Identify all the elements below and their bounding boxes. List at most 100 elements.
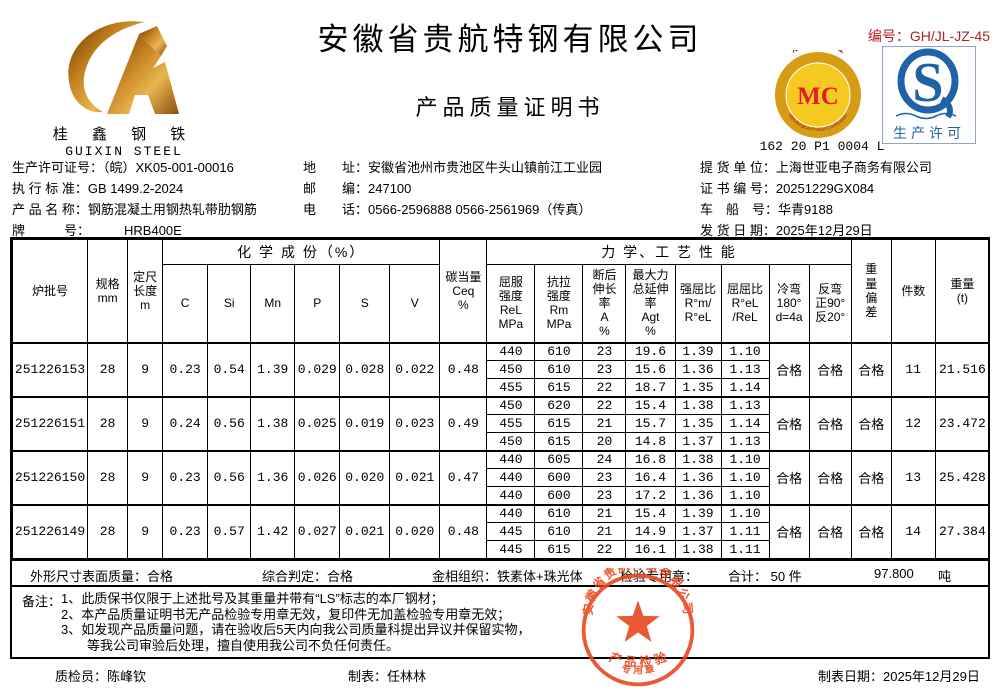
cell-chem-4: 0.028 bbox=[339, 341, 391, 397]
note-line: 3、如发现产品质量问题，请在验收后5天内向我公司质量科提出异议并保留实物， bbox=[61, 622, 531, 637]
cell-chem-2: 1.38 bbox=[250, 395, 296, 451]
cell-mech-2: 23 bbox=[582, 360, 627, 379]
cell-mech-0: 445 bbox=[486, 522, 536, 541]
cell-mech-5: 1.14 bbox=[720, 378, 770, 397]
table-row: 445 615 22 16.1 1.38 1.11 bbox=[13, 540, 990, 559]
cell-mech-0: 440 bbox=[486, 341, 536, 361]
header-spec: 规格 mm bbox=[87, 239, 129, 343]
cell-mech-3: 15.4 bbox=[625, 395, 676, 415]
cell-weight: 21.516 bbox=[934, 341, 991, 397]
cell-mech-2: 22 bbox=[582, 540, 627, 559]
header-mech-rm-rel: 强屈比 R°m/ R°eL bbox=[674, 264, 722, 343]
cell-mech-3: 18.7 bbox=[625, 378, 676, 397]
cell-mech-1: 615 bbox=[534, 432, 584, 451]
cell-chem-3: 0.029 bbox=[294, 341, 341, 397]
cell-mech-0: 440 bbox=[486, 503, 536, 523]
summary-appearance: 外形尺寸表面质量：合格 bbox=[30, 569, 174, 584]
cell-spec: 28 bbox=[87, 341, 129, 397]
cell-chem-1: 0.56 bbox=[207, 395, 252, 451]
header-chem-mn: Mn bbox=[250, 264, 296, 343]
table-row: 251226149 28 9 0.23 0.57 1.42 0.027 0.021 0.020 0… bbox=[11, 503, 991, 559]
cell-mech-3: 14.8 bbox=[625, 432, 676, 451]
cell-mech-4: 1.38 bbox=[674, 449, 722, 469]
cell-mech-5: 1.13 bbox=[720, 432, 770, 451]
cell-weight-deviation: 合格 bbox=[850, 503, 892, 559]
cell-mech-4: 1.35 bbox=[674, 378, 722, 397]
cell-spec: 28 bbox=[87, 503, 129, 559]
cell-mech-0: 450 bbox=[486, 432, 536, 451]
cell-weight: 27.384 bbox=[934, 503, 991, 559]
header-weight: 重量 (t) bbox=[934, 239, 991, 343]
cell-chem-5: 0.020 bbox=[389, 503, 441, 559]
cell-pieces: 13 bbox=[890, 449, 936, 505]
cell-mech-4: 1.38 bbox=[674, 395, 722, 415]
table-row: 440 600 23 16.4 1.36 1.10 bbox=[13, 468, 990, 487]
cell-cold-bend: 合格 bbox=[768, 395, 810, 451]
header-chem-si: Si bbox=[207, 264, 252, 343]
cell-chem-3: 0.026 bbox=[294, 449, 341, 505]
header-chem-p: P bbox=[294, 264, 341, 343]
cell-mech-4: 1.36 bbox=[674, 360, 722, 379]
notes-label: 备注： bbox=[22, 594, 62, 609]
cell-mech-1: 615 bbox=[534, 540, 584, 559]
mc-badge-icon: 冶金产品认证 Metallurgical Product Certificati… bbox=[775, 35, 861, 138]
cell-mech-2: 23 bbox=[582, 468, 627, 487]
cell-mech-2: 24 bbox=[582, 449, 627, 469]
cell-mech-4: 1.38 bbox=[674, 540, 722, 559]
cell-chem-5: 0.022 bbox=[389, 341, 441, 397]
cell-spec: 28 bbox=[87, 395, 129, 451]
cell-reverse-bend: 合格 bbox=[808, 449, 852, 505]
cell-mech-5: 1.10 bbox=[720, 486, 770, 505]
info-row-license: 生产许可证号：（皖）XK05-001-00016 bbox=[12, 160, 234, 175]
header-mech-agt: 最大力 总延伸 率 Agt % bbox=[625, 264, 676, 343]
cell-mech-1: 600 bbox=[534, 486, 584, 505]
cell-chem-0: 0.24 bbox=[162, 395, 209, 451]
cell-mech-3: 17.2 bbox=[625, 486, 676, 505]
cell-chem-0: 0.23 bbox=[162, 449, 209, 505]
header-mech-rel: 屈服 强度 ReL MPa bbox=[486, 264, 536, 343]
cell-length: 9 bbox=[127, 449, 164, 505]
cell-mech-0: 450 bbox=[486, 360, 536, 379]
cell-mech-5: 1.10 bbox=[720, 503, 770, 523]
cell-mech-4: 1.39 bbox=[674, 503, 722, 523]
summary-stamp-label: 检验专用章： bbox=[620, 569, 699, 584]
footer: 质检员：陈峰钦 制表：任林林 制表日期：2025年12月29日 bbox=[0, 666, 1000, 690]
cell-chem-3: 0.027 bbox=[294, 503, 341, 559]
cell-mech-2: 21 bbox=[582, 414, 627, 433]
cell-mech-5: 1.11 bbox=[720, 540, 770, 559]
cell-pieces: 14 bbox=[890, 503, 936, 559]
cell-mech-3: 14.9 bbox=[625, 522, 676, 541]
cell-chem-2: 1.39 bbox=[250, 341, 296, 397]
summary-judgement: 综合判定：合格 bbox=[262, 569, 354, 584]
notes-section: 备注： 1、此质保书仅限于上述批号及其重量并带有“LS”标志的本厂钢材； 2、本… bbox=[12, 585, 988, 657]
cell-mech-1: 610 bbox=[534, 360, 584, 379]
note-line: 2、本产品质量证明书无产品检验专用章无效，复印件无加盖检验专用章无效； bbox=[61, 606, 511, 622]
cell-weight: 25.428 bbox=[934, 449, 991, 505]
mc-certification-badge: 冶金产品认证 Metallurgical Product Certificati… bbox=[773, 35, 863, 145]
cell-mech-0: 455 bbox=[486, 414, 536, 433]
cell-mech-5: 1.14 bbox=[720, 414, 770, 433]
cell-cold-bend: 合格 bbox=[768, 341, 810, 397]
cell-chem-4: 0.021 bbox=[339, 503, 391, 559]
header-mech-a: 断后 伸长 率 A % bbox=[582, 264, 627, 343]
certificate-number: 编号：GH/JL-JZ-45 bbox=[867, 28, 990, 44]
cell-mech-2: 22 bbox=[582, 395, 627, 415]
info-row-vehicle: 车 船 号：华青9188 bbox=[700, 202, 833, 217]
cell-weight-deviation: 合格 bbox=[850, 449, 892, 505]
cell-batch: 251226149 bbox=[11, 503, 89, 559]
cell-mech-4: 1.36 bbox=[674, 468, 722, 487]
cell-mech-0: 455 bbox=[486, 378, 536, 397]
table-header: 炉批号 规格 mm 定尺 长度 m 化 学 成 份（%） 碳当量 Ceq % 力… bbox=[11, 239, 991, 343]
cell-weight-deviation: 合格 bbox=[850, 341, 892, 397]
cell-mech-5: 1.13 bbox=[720, 360, 770, 379]
logo-text-en: GUIXIN STEEL bbox=[65, 144, 183, 159]
summary-total-pieces: 合计： 50 件 bbox=[728, 569, 802, 584]
cell-mech-3: 16.1 bbox=[625, 540, 676, 559]
info-column-right: 提 货 单 位：上海世亚电子商务有限公司 证 书 编 号：20251229GX0… bbox=[700, 157, 990, 241]
cell-mech-5: 1.13 bbox=[720, 395, 770, 415]
cell-mech-0: 450 bbox=[486, 395, 536, 415]
header-chem-s: S bbox=[339, 264, 391, 343]
cell-weight: 23.472 bbox=[934, 395, 991, 451]
cell-mech-3: 15.7 bbox=[625, 414, 676, 433]
cell-mech-5: 1.11 bbox=[720, 522, 770, 541]
